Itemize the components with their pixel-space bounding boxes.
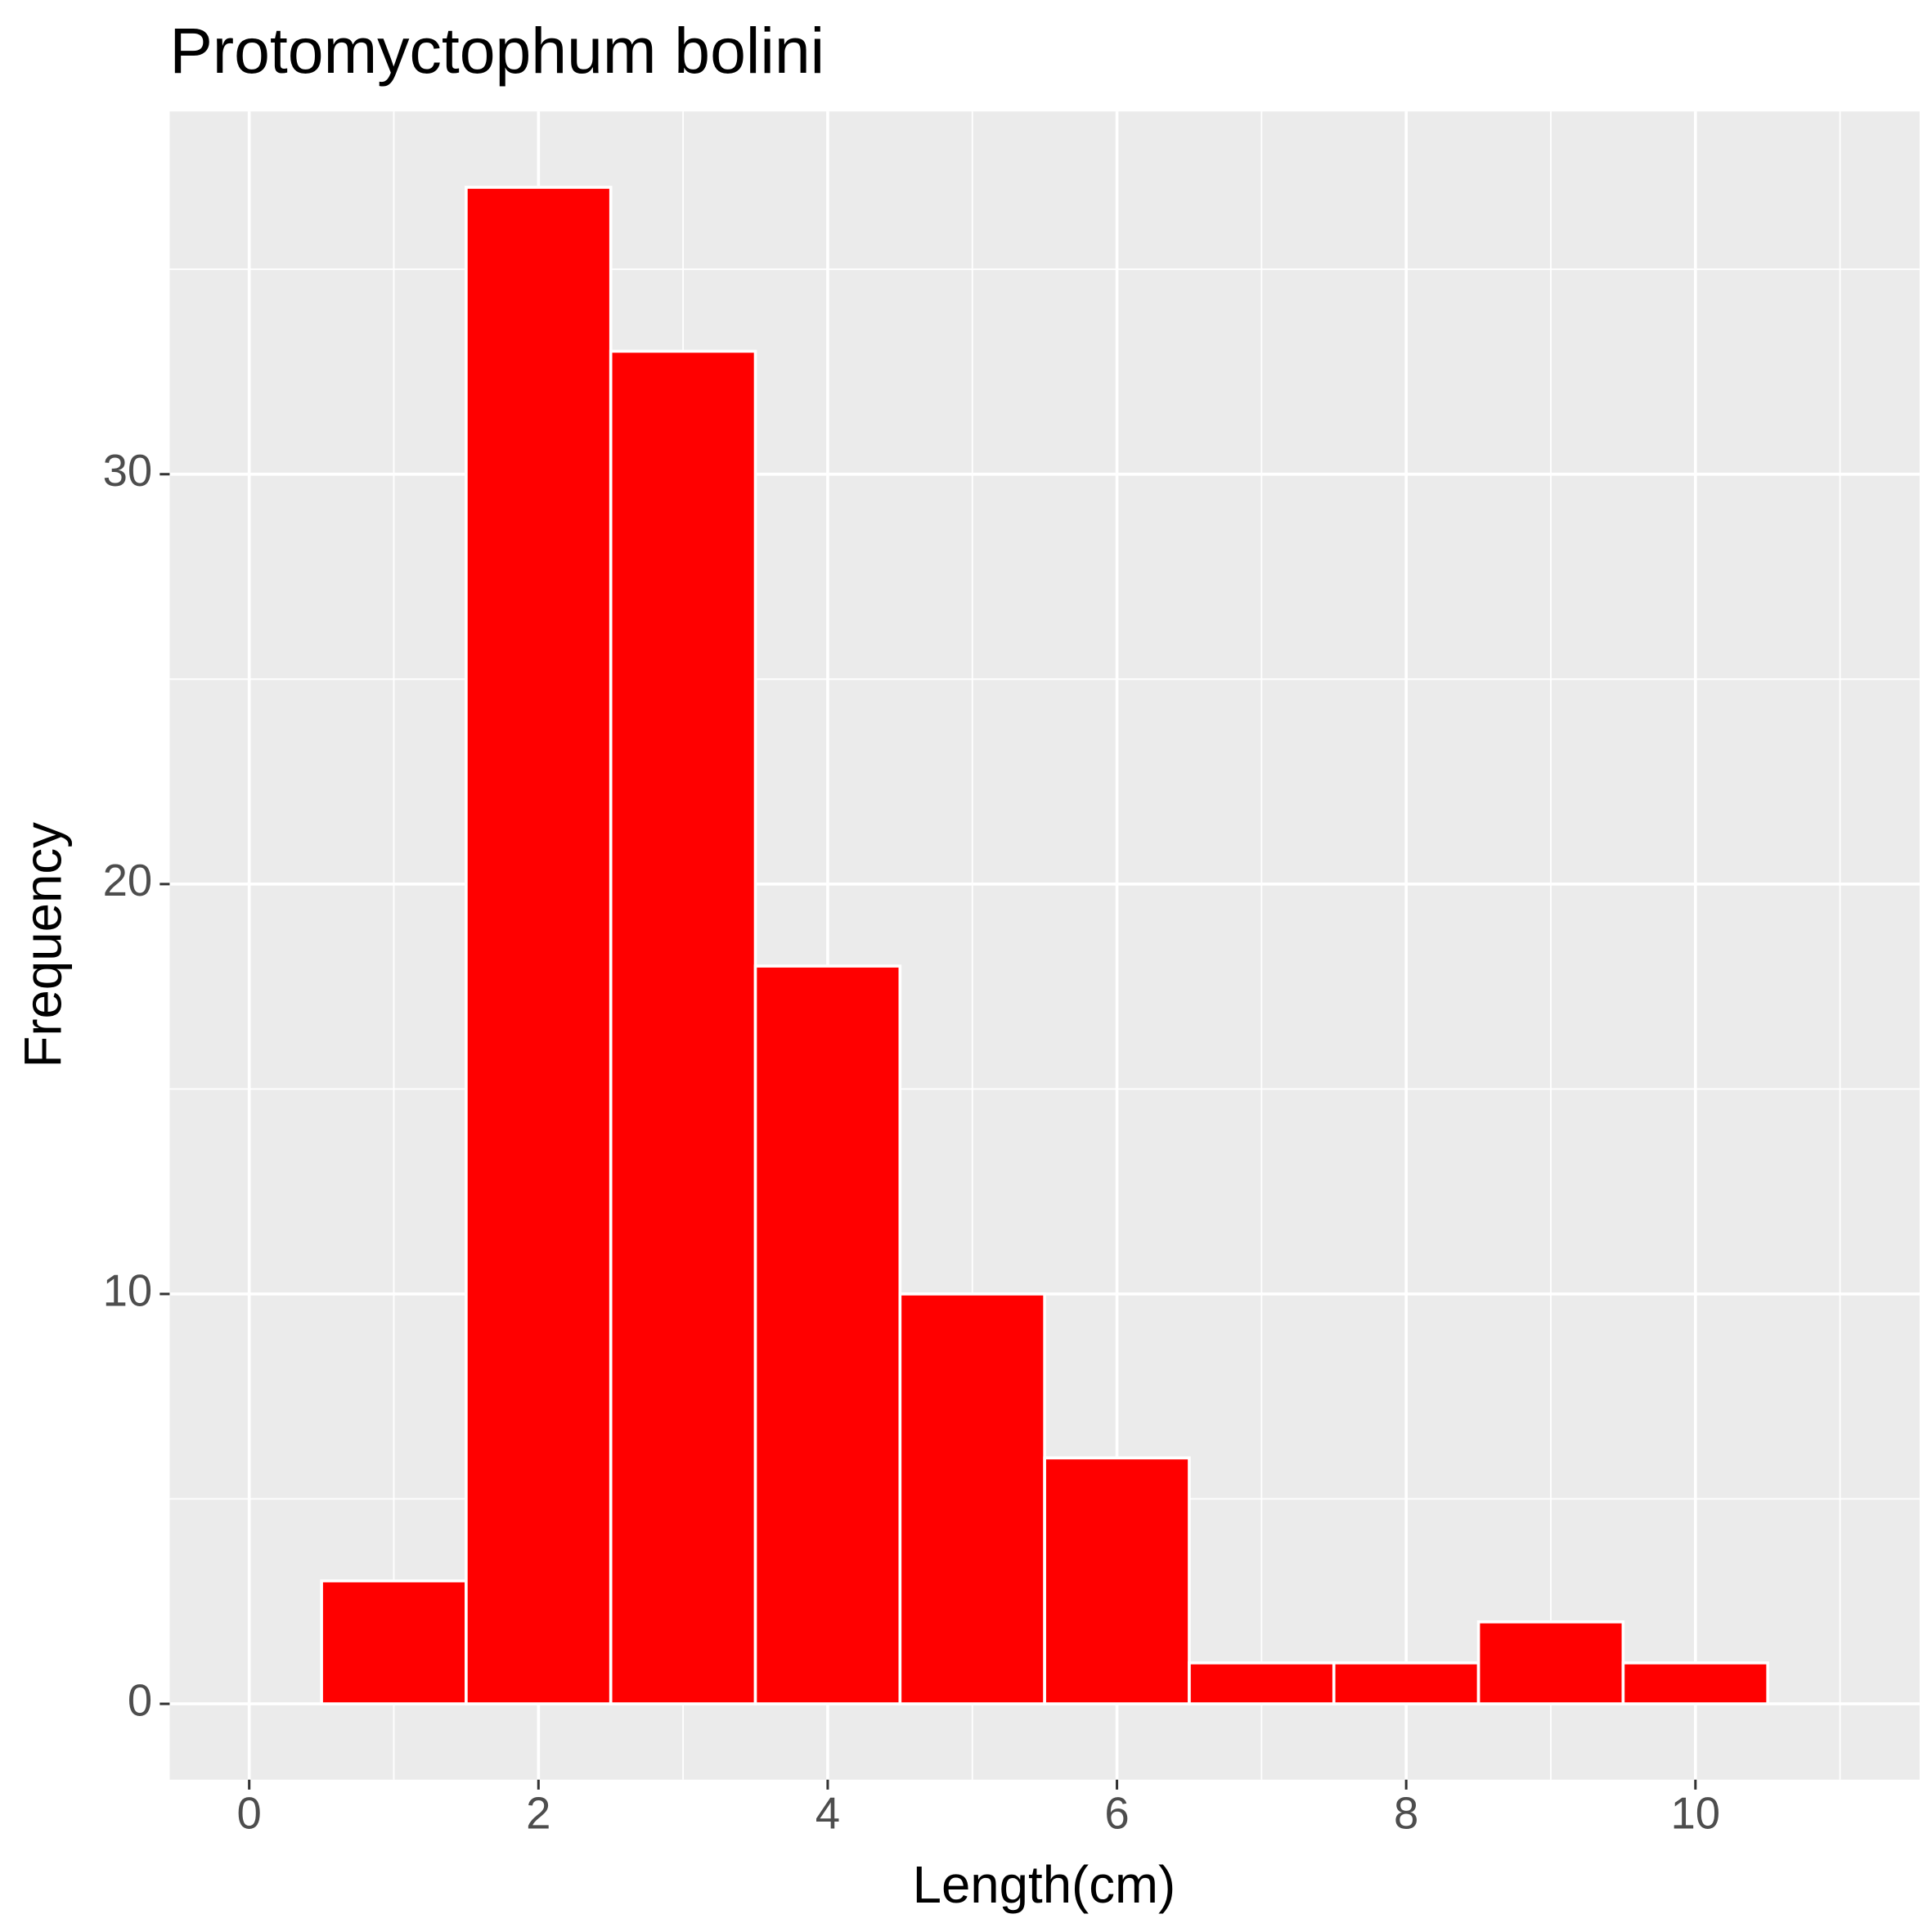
bar bbox=[898, 1292, 1046, 1705]
bar bbox=[1332, 1661, 1480, 1705]
chart-title: Protomyctophum bolini bbox=[169, 15, 824, 87]
bar bbox=[1043, 1456, 1191, 1705]
x-tick-label: 4 bbox=[815, 1789, 840, 1839]
y-tick-label: 10 bbox=[103, 1265, 153, 1315]
bar bbox=[465, 186, 613, 1705]
x-tick-label: 10 bbox=[1670, 1789, 1720, 1839]
y-axis-title: Frequency bbox=[14, 822, 72, 1068]
bar bbox=[1621, 1661, 1770, 1705]
bar bbox=[753, 964, 902, 1705]
bar bbox=[320, 1579, 468, 1705]
y-tick-label: 20 bbox=[103, 856, 153, 905]
y-tick-label: 30 bbox=[103, 446, 153, 496]
x-tick-label: 6 bbox=[1104, 1789, 1129, 1839]
x-axis-title: Length(cm) bbox=[913, 1856, 1176, 1914]
x-tick-label: 2 bbox=[526, 1789, 550, 1839]
x-tick-label: 0 bbox=[237, 1789, 262, 1839]
bar bbox=[1188, 1661, 1336, 1705]
bar bbox=[1476, 1620, 1625, 1705]
bar bbox=[609, 349, 757, 1705]
y-tick-label: 0 bbox=[128, 1675, 152, 1725]
x-tick-label: 8 bbox=[1394, 1789, 1418, 1839]
